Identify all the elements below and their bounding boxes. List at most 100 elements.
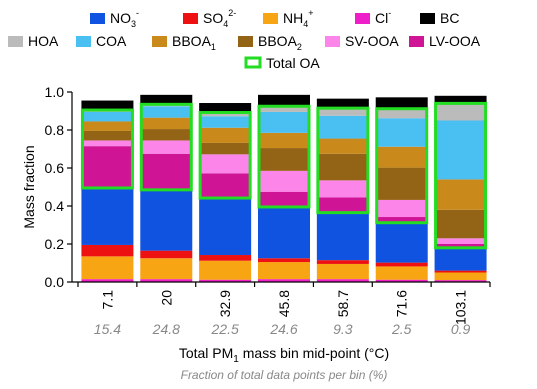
y-tick-label: 0.2 (45, 236, 65, 252)
bar-segment-cl (434, 280, 487, 282)
bar-segment-coa (434, 120, 487, 180)
y-axis-title: Mass fraction (21, 145, 37, 228)
bar-segment-bboa1 (434, 179, 487, 210)
legend-label-bc: BC (440, 10, 459, 26)
bar-segment-bboa1 (316, 138, 369, 154)
legend-item-hoa: HOA (8, 33, 59, 49)
x-tick-label: 20 (158, 290, 174, 306)
bar-segment-bboa2 (375, 167, 428, 200)
bar-segment-so4 (316, 260, 369, 264)
legend-swatch-hoa (8, 36, 23, 47)
legend-label-cl: Cl- (375, 8, 391, 26)
legend-swatch-total-oa (244, 56, 262, 69)
bar-segment-nh4 (375, 266, 428, 280)
bar-segment-so4 (375, 262, 428, 267)
legend-swatch-bboa2 (238, 36, 253, 47)
bar-segment-svooa (140, 140, 193, 154)
bin-fraction-label: 15.4 (94, 321, 121, 337)
bin-fraction-label: 2.5 (391, 321, 412, 337)
legend-item-so4: SO42- (183, 8, 236, 29)
bar-segment-cl (140, 279, 193, 282)
legend: NO3- SO42- NH4+ Cl- BC HOA COA BBOA1 BBOA2 SV-OOA… (8, 8, 481, 71)
bar-stack-103.1 (434, 95, 488, 282)
total-oa-outline (139, 102, 193, 192)
bar-stack-32.9 (198, 103, 252, 282)
legend-item-lvooa: LV-OOA (409, 33, 481, 49)
x-tick-label: 45.8 (276, 290, 292, 317)
bar-segment-coa (140, 106, 193, 118)
bar-segment-nh4 (199, 260, 252, 280)
legend-swatch-svooa (325, 36, 340, 47)
bar-segment-svooa (434, 238, 487, 244)
legend-label-coa: COA (96, 33, 127, 49)
bar-segment-lvooa (316, 197, 369, 213)
total-oa-outline (375, 107, 429, 225)
bar-segment-lvooa (81, 146, 134, 188)
legend-item-nh4: NH4+ (263, 8, 314, 29)
bar-segment-bboa2 (434, 209, 487, 239)
legend-swatch-bboa1 (152, 36, 167, 47)
bin-fraction-label: 24.6 (269, 321, 297, 337)
bar-segment-bc (375, 97, 428, 109)
bar-segment-cl (375, 279, 428, 282)
legend-swatch-so4 (183, 13, 198, 24)
legend-label-hoa: HOA (28, 33, 59, 49)
bar-segment-bboa1 (199, 127, 252, 143)
secondary-x-axis-title: Fraction of total data points per bin (%… (181, 368, 388, 382)
x-tick-label: 58.7 (335, 290, 351, 317)
legend-label-svooa: SV-OOA (345, 33, 399, 49)
legend-item-total-oa: Total OA (244, 55, 320, 71)
bar-stack-71.6 (375, 97, 429, 282)
y-tick-label: 0.6 (45, 160, 65, 176)
bar-stack-7.1 (80, 100, 134, 282)
total-oa-outline (316, 106, 370, 215)
bar-segment-so4 (258, 258, 310, 263)
legend-item-bboa1: BBOA1 (152, 33, 216, 52)
bar-segment-no3 (375, 222, 428, 263)
total-oa-outline (257, 104, 311, 209)
legend-swatch-coa (76, 36, 91, 47)
bar-segment-no3 (258, 206, 310, 259)
legend-swatch-lvooa (409, 36, 424, 47)
bar-segment-lvooa (434, 244, 487, 248)
bar-segment-coa (258, 111, 310, 133)
bar-segment-so4 (140, 250, 193, 259)
bar-segment-coa (316, 115, 369, 139)
bars (80, 94, 488, 282)
bar-segment-cl (316, 279, 369, 282)
bar-stack-58.7 (316, 98, 370, 282)
legend-item-no3: NO3- (90, 8, 139, 29)
x-tick-label: 32.9 (217, 290, 233, 317)
bin-fraction-label: 0.9 (451, 321, 471, 337)
legend-label-bboa2: BBOA2 (258, 33, 302, 52)
legend-item-coa: COA (76, 33, 127, 49)
bar-segment-svooa (316, 180, 369, 198)
bar-segment-bboa1 (81, 121, 134, 131)
x-axis-title: Total PM1 mass bin mid-point (°C) (179, 345, 389, 365)
bar-segment-bboa2 (258, 148, 310, 171)
bar-segment-lvooa (140, 153, 193, 190)
bar-segment-coa (81, 111, 134, 122)
bar-segment-bc (81, 100, 134, 111)
bar-segment-hoa (434, 103, 487, 121)
bar-segment-cl (258, 279, 310, 282)
legend-item-cl: Cl- (355, 8, 391, 26)
x-tick-label: 103.1 (453, 290, 469, 325)
axes: 0.0 0.2 0.4 0.6 0.8 1.0 7.1 15.4 20 24.8 32.9 22.5 4… (21, 84, 491, 382)
bar-segment-nh4 (434, 272, 487, 281)
bar-segment-no3 (316, 212, 369, 261)
bar-segment-bboa2 (140, 129, 193, 141)
x-tick-label: 7.1 (99, 290, 115, 310)
legend-label-nh4: NH4+ (283, 8, 314, 29)
bar-segment-bboa1 (258, 132, 310, 149)
bar-segment-hoa (199, 112, 252, 117)
bar-segment-bc (316, 98, 369, 109)
legend-item-bc: BC (420, 10, 459, 26)
legend-item-svooa: SV-OOA (325, 33, 399, 49)
bar-segment-nh4 (316, 263, 369, 280)
bar-segment-nh4 (258, 262, 310, 280)
bar-segment-nh4 (81, 256, 134, 280)
bar-segment-lvooa (375, 217, 428, 223)
